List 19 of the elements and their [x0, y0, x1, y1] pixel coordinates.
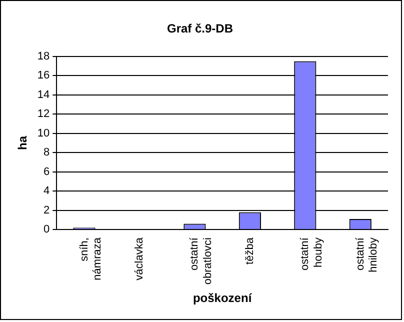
x-tick-label: sníh, námraza [78, 236, 104, 280]
y-axis-title: ha [16, 136, 30, 150]
y-tick-label: 4 [44, 185, 50, 198]
y-tick-label: 10 [37, 127, 50, 140]
x-tick-label: ostatní houby [299, 236, 324, 271]
y-tick-label: 16 [37, 70, 50, 82]
x-tick-label: těžba [244, 236, 256, 264]
x-tick-label: václavka [134, 236, 146, 280]
x-tick-label: ostatní hniloby [354, 236, 380, 272]
x-axis-title: poškození [192, 291, 252, 306]
y-tick-label: 2 [44, 204, 50, 216]
y-tick-label: 14 [37, 88, 50, 101]
y-tick-label: 18 [37, 50, 50, 62]
y-tick-label: 12 [37, 108, 50, 120]
y-tick-label: 8 [44, 146, 50, 159]
y-tick-label: 6 [44, 166, 50, 178]
x-tick-label: ostatní obratlovci [188, 236, 214, 285]
y-tick-label: 0 [44, 224, 50, 236]
chart-title: Graf č.9-DB [166, 22, 234, 36]
